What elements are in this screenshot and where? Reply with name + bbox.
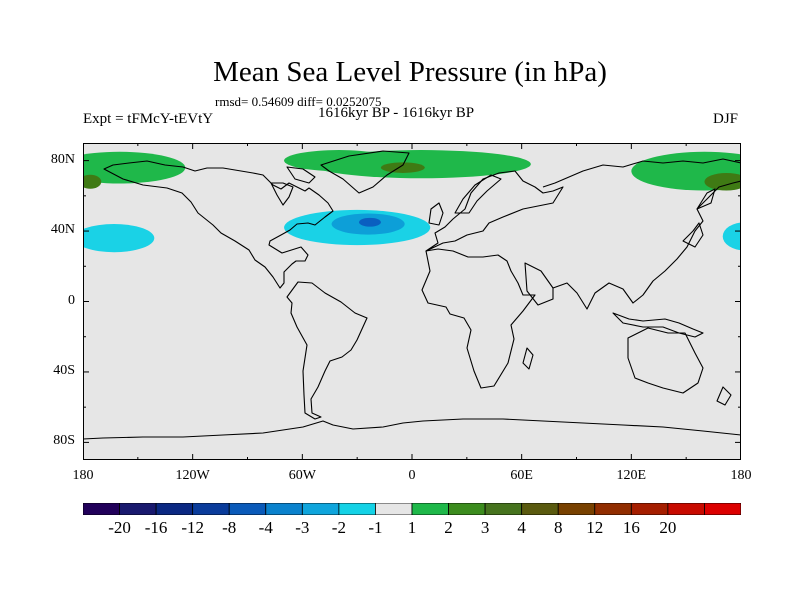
asia-coastline xyxy=(542,158,741,310)
season-label: DJF xyxy=(713,111,739,127)
colorbar-swatch xyxy=(338,503,376,515)
colorbar-swatch xyxy=(557,503,596,515)
colorbar-label: 4 xyxy=(517,518,526,537)
colorbar-swatch xyxy=(411,503,449,515)
british-isles-coastline xyxy=(428,202,444,226)
colorbar-label: -16 xyxy=(144,518,168,537)
colorbar-label: 1 xyxy=(407,518,417,537)
lat-label: 40N xyxy=(50,222,75,238)
lat-label: 40S xyxy=(53,362,75,378)
arctic-high-alaska-core xyxy=(83,174,102,189)
colorbar-swatch xyxy=(265,503,303,515)
lat-label: 80S xyxy=(53,433,75,449)
colorbar-label: -3 xyxy=(295,518,310,537)
colorbar-label: 16 xyxy=(622,518,640,537)
japan-coastline xyxy=(682,222,704,248)
colorbar-label: -4 xyxy=(258,518,273,537)
colorbar-label: 8 xyxy=(553,518,563,537)
colorbar-label: -1 xyxy=(368,518,383,537)
madagascar-coastline xyxy=(522,347,534,370)
ocean-background xyxy=(83,143,741,460)
colorbar-label: -8 xyxy=(222,518,237,537)
australia-coastline xyxy=(627,327,704,394)
lon-label: 60W xyxy=(288,468,316,483)
colorbar-label: 12 xyxy=(586,518,604,537)
experiment-label: Expt = tFMcY-tEVtY xyxy=(83,111,214,127)
lon-label: 120W xyxy=(175,468,210,483)
baffin-island-coastline xyxy=(286,166,316,184)
greenland-coastline xyxy=(320,150,410,194)
south-america-coastline xyxy=(286,281,368,420)
lon-label: 180 xyxy=(730,468,752,483)
lat-label: 80N xyxy=(50,151,75,167)
stats-line: rmsd= 0.54609 diff= 0.0252075 xyxy=(215,94,382,109)
colorbar-swatch xyxy=(83,503,120,515)
pressure-anomaly-fields xyxy=(83,150,741,253)
north-pacific-low-east xyxy=(722,222,741,251)
arctic-high-alaska xyxy=(83,151,186,184)
colorbar xyxy=(83,503,741,515)
europe-africa-coastline xyxy=(421,248,536,389)
colorbar-swatch xyxy=(375,503,413,515)
colorbar-swatch xyxy=(667,503,705,515)
period-label: 1616kyr BP - 1616kyr BP xyxy=(318,105,475,121)
arctic-high-barents xyxy=(311,150,531,179)
kamchatka-coastline xyxy=(696,188,716,210)
colorbar-swatch xyxy=(155,503,194,515)
lat-label: 0 xyxy=(68,292,75,308)
colorbar-swatch xyxy=(448,503,486,515)
north-atlantic-low-core xyxy=(358,217,381,227)
colorbar-label: 3 xyxy=(480,518,490,537)
colorbar-label: -2 xyxy=(331,518,346,537)
colorbar-swatch xyxy=(704,503,741,515)
scandinavia-coastline xyxy=(454,174,502,214)
lon-label: 60E xyxy=(510,468,533,483)
map-frame xyxy=(83,143,741,460)
colorbar-swatch xyxy=(594,503,632,515)
colorbar-swatch xyxy=(119,503,157,515)
hudson-bay-coastline xyxy=(270,182,294,206)
colorbar-swatch xyxy=(301,503,340,515)
arctic-high-siberia-core xyxy=(704,172,741,191)
north-america-coastline xyxy=(103,160,334,289)
colorbar-label: 2 xyxy=(444,518,453,537)
lon-label: 180 xyxy=(72,468,94,483)
colorbar-swatch xyxy=(630,503,669,515)
colorbar-swatch xyxy=(228,503,267,515)
lon-label: 0 xyxy=(408,468,416,483)
colorbar-swatch xyxy=(192,503,230,515)
coastlines xyxy=(83,150,741,440)
colorbar-label: 20 xyxy=(659,518,677,537)
antarctica-coastline xyxy=(83,418,741,440)
southeast-asia-islands-coastline xyxy=(612,312,704,338)
colorbar-label: -12 xyxy=(181,518,204,537)
europe-north-coastline xyxy=(425,170,564,252)
arabian-peninsula-coastline xyxy=(524,262,554,306)
new-zealand-coastline xyxy=(716,386,732,406)
colorbar-swatch xyxy=(484,503,523,515)
colorbar-label: -20 xyxy=(108,518,131,537)
world-map xyxy=(83,143,741,460)
map-title: Mean Sea Level Pressure (in hPa) xyxy=(213,56,607,88)
lon-label: 120E xyxy=(616,468,647,483)
arctic-high-barents-core xyxy=(380,162,425,173)
north-pacific-low-west xyxy=(83,224,155,253)
colorbar-swatch xyxy=(521,503,559,515)
